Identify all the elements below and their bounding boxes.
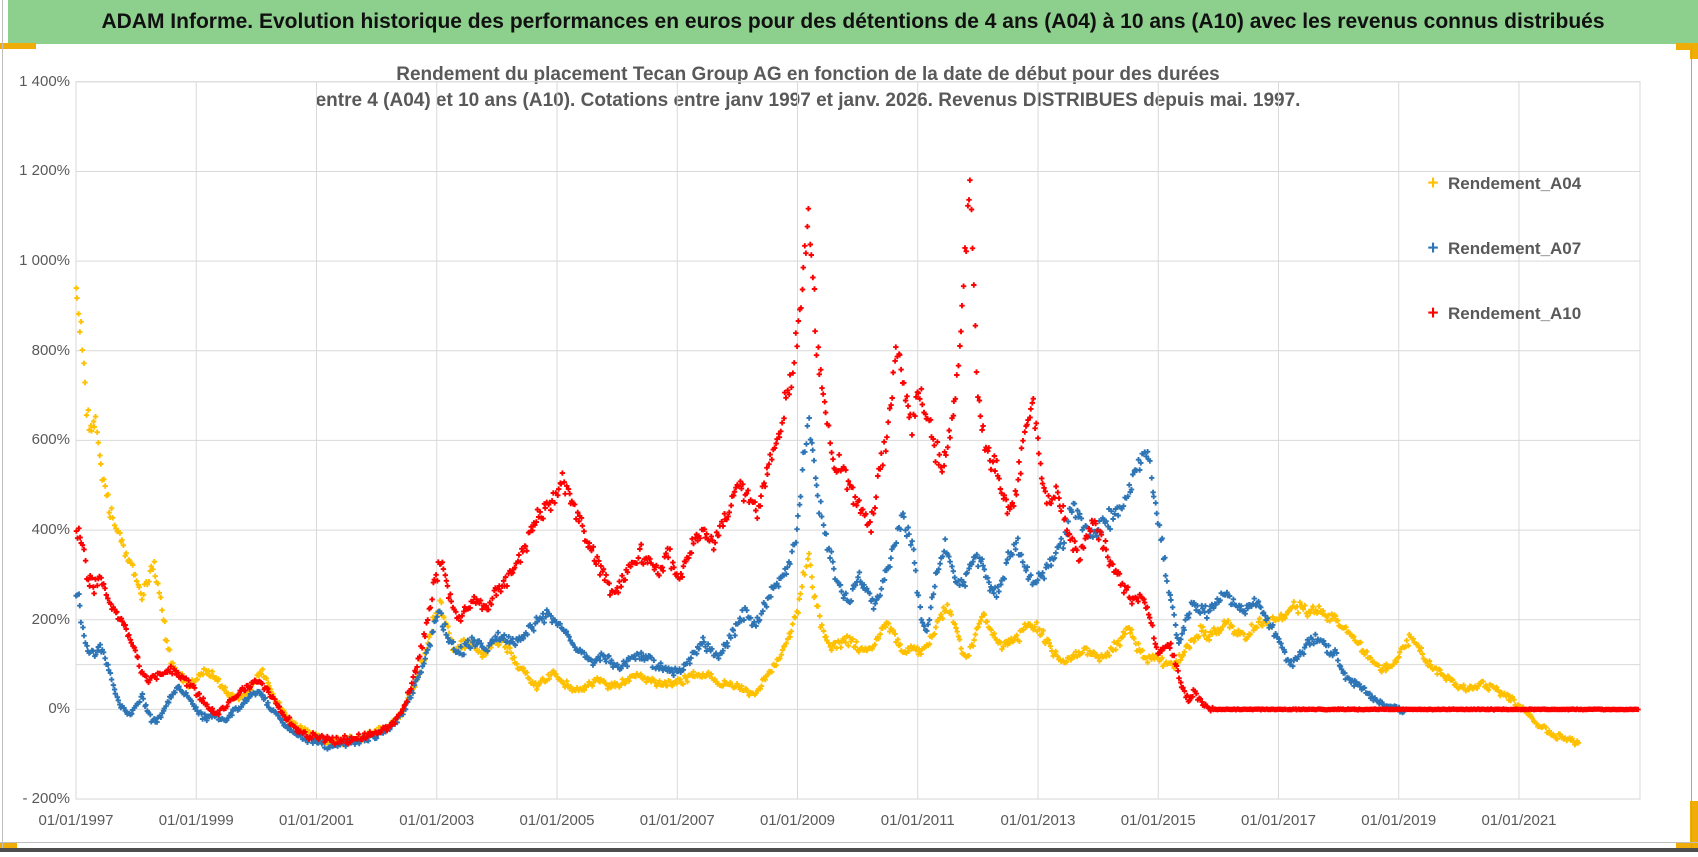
- window-left-border: [2, 0, 3, 849]
- y-axis-label-1000: 1 000%: [19, 252, 70, 270]
- plus-marker-icon: +: [1427, 173, 1439, 194]
- x-axis-label-2001: 01/01/2001: [278, 812, 355, 829]
- y-axis-label-400: 400%: [31, 521, 70, 539]
- series-points-Rendement_A10[interactable]: [73, 177, 1641, 747]
- plus-marker-icon: +: [1427, 303, 1439, 324]
- selection-handle-bottom-right-edge[interactable]: [1690, 801, 1698, 845]
- legend-label: Rendement_A07: [1448, 239, 1582, 258]
- selection-handle-bottom-right[interactable]: [1676, 842, 1698, 850]
- plot-border: [75, 81, 1641, 800]
- y-axis-label-1400: 1 400%: [19, 72, 70, 90]
- selection-handle-top-left[interactable]: [0, 43, 36, 49]
- y-axis-label--200: - 200%: [22, 790, 70, 808]
- chart-title: Rendement du placement Tecan Group AG en…: [76, 62, 1540, 114]
- series-points-Rendement_A07[interactable]: [73, 415, 1407, 752]
- window-bottom-line: [0, 842, 1698, 843]
- x-axis-label-1999: 01/01/1999: [158, 812, 234, 829]
- legend-label: Rendement_A10: [1448, 304, 1582, 323]
- legend-label: Rendement_A04: [1448, 174, 1582, 193]
- y-axis-label-800: 800%: [31, 341, 70, 359]
- x-axis-label-2021: 01/01/2021: [1481, 812, 1557, 829]
- legend-item-Rendement_A10[interactable]: + Rendement_A10: [1424, 301, 1581, 327]
- chart-title-line1: Rendement du placement Tecan Group AG en…: [396, 64, 1220, 85]
- x-axis-label-2013: 01/01/2013: [1000, 812, 1076, 829]
- x-axis-label-2005: 01/01/2005: [519, 812, 595, 829]
- x-axis-label-2019: 01/01/2019: [1361, 812, 1437, 829]
- x-axis-label-1997: 01/01/1997: [38, 812, 114, 829]
- header-bar: ADAM Informe. Evolution historique des p…: [8, 0, 1698, 44]
- x-axis-label-2011: 01/01/2011: [880, 812, 955, 829]
- x-axis-label-2015: 01/01/2015: [1120, 812, 1196, 829]
- chart-title-line2: entre 4 (A04) et 10 ans (A10). Cotations…: [315, 90, 1301, 111]
- selection-handle-top-right-edge[interactable]: [1690, 43, 1698, 59]
- x-axis-label-2007: 01/01/2007: [639, 812, 715, 829]
- window-right-border: [1691, 45, 1692, 849]
- header-title: ADAM Informe. Evolution historique des p…: [101, 10, 1605, 33]
- y-axis-label-200: 200%: [31, 610, 70, 628]
- selection-handle-top-right[interactable]: [1676, 43, 1698, 50]
- legend-item-Rendement_A04[interactable]: + Rendement_A04: [1424, 171, 1581, 197]
- plus-marker-icon: +: [1427, 238, 1439, 259]
- y-axis-label-600: 600%: [31, 431, 70, 449]
- legend-item-Rendement_A07[interactable]: + Rendement_A07: [1424, 236, 1581, 262]
- window-bottom-border: [0, 848, 1698, 852]
- y-axis-label-0: 0%: [48, 700, 70, 718]
- y-axis-label-1200: 1 200%: [19, 162, 70, 180]
- series-points-Rendement_A04[interactable]: [73, 285, 1582, 748]
- selection-handle-bottom-left[interactable]: [0, 843, 17, 850]
- x-axis-label-2009: 01/01/2009: [759, 812, 836, 829]
- x-axis-label-2003: 01/01/2003: [399, 812, 475, 829]
- x-axis-label-2017: 01/01/2017: [1240, 812, 1317, 829]
